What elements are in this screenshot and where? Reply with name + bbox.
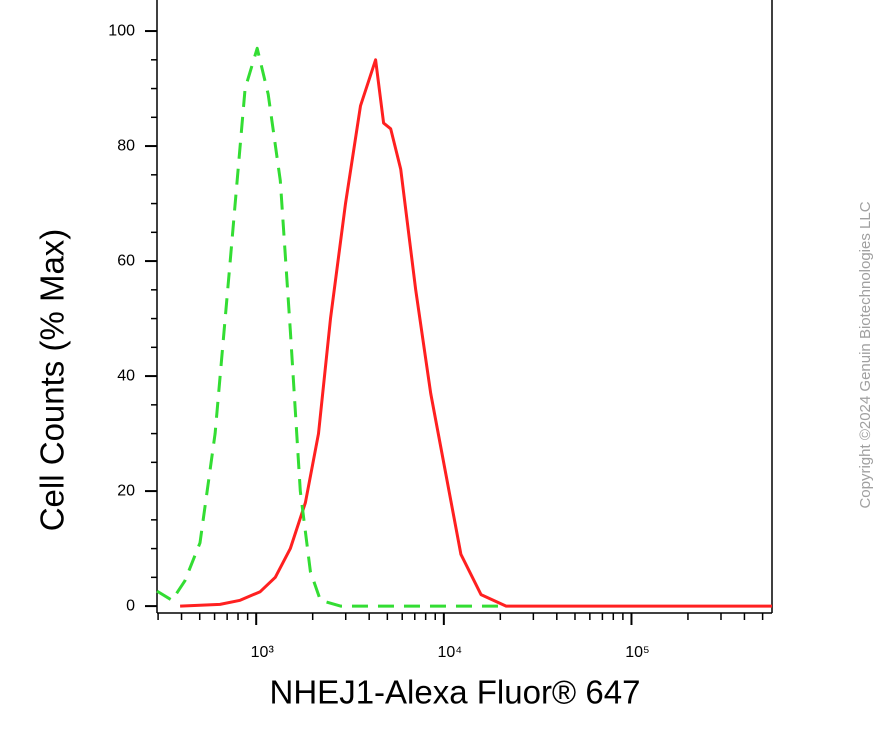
copyright: Copyright ©2024 Genuin Biotechnologies L… xyxy=(857,201,874,508)
y-tick-label: 40 xyxy=(117,367,135,384)
series-line xyxy=(180,58,772,608)
y-tick-label: 0 xyxy=(126,597,135,614)
y-axis-title: Cell Counts (% Max) xyxy=(34,229,71,532)
y-tick-label: 60 xyxy=(117,252,135,269)
y-tick-label: 100 xyxy=(108,22,135,39)
y-tick-label: 80 xyxy=(117,137,135,154)
x-tick-label: 10⁴ xyxy=(438,644,463,661)
series-line xyxy=(156,46,501,608)
x-axis-title: NHEJ1-Alexa Fluor® 647 xyxy=(270,674,641,711)
y-tick-label: 20 xyxy=(117,482,135,499)
x-tick-label: 10⁵ xyxy=(625,644,649,661)
x-tick-label: 10³ xyxy=(251,644,275,661)
